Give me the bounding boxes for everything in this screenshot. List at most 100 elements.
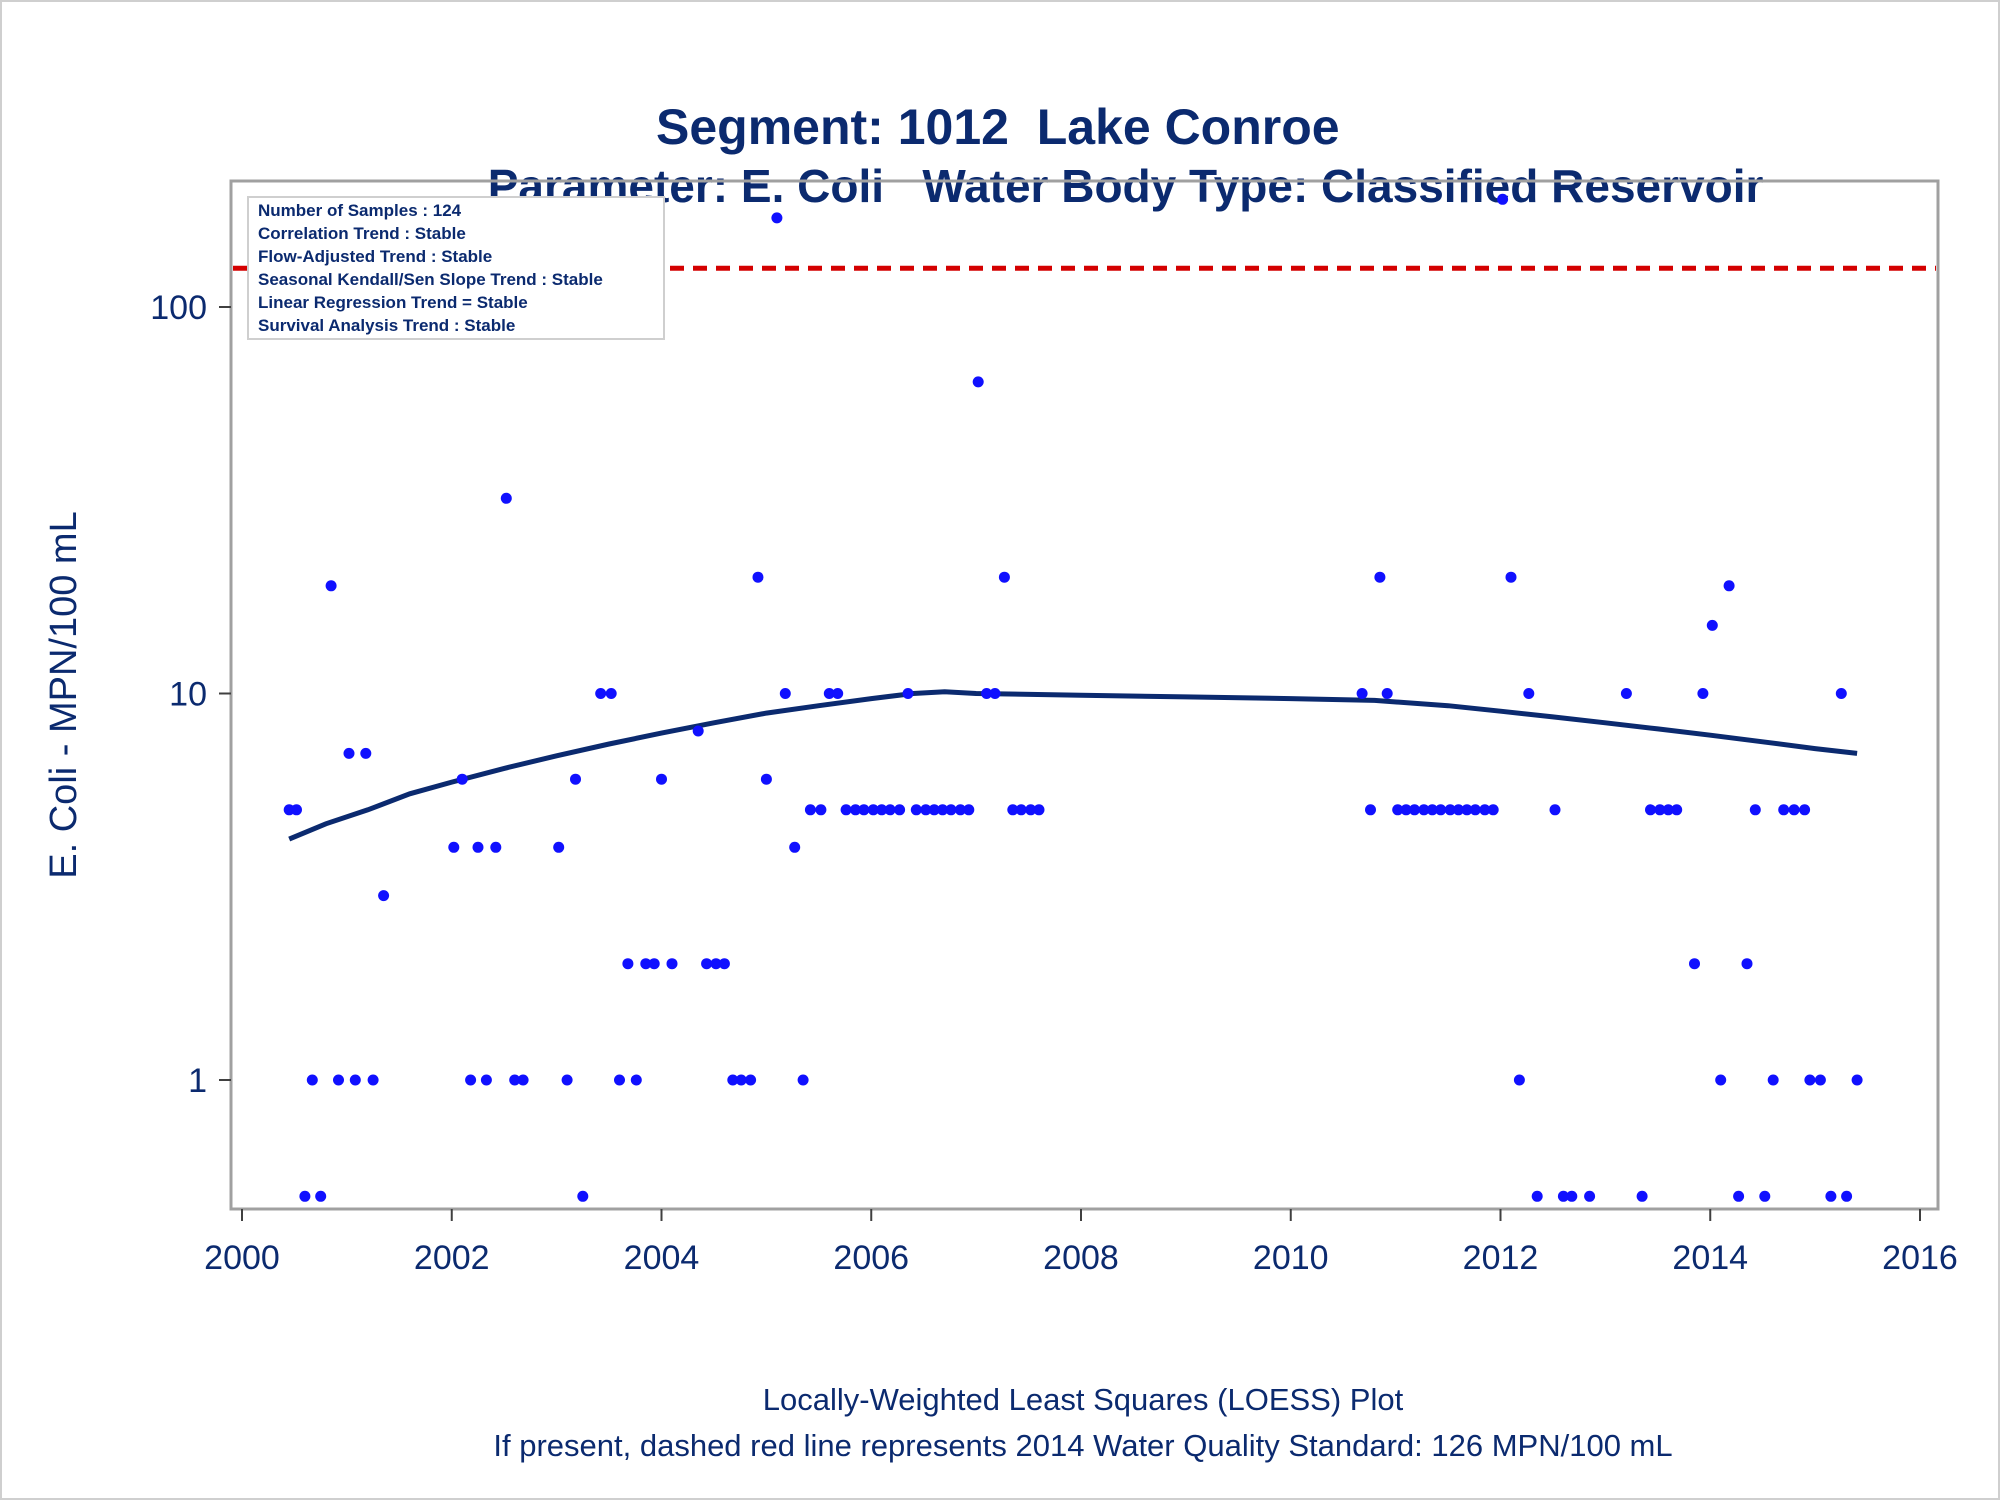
data-point	[1788, 804, 1800, 816]
data-point	[718, 958, 730, 970]
data-point	[972, 376, 984, 388]
x-tick-label: 2006	[833, 1239, 909, 1277]
data-point	[1461, 804, 1473, 816]
data-point	[779, 688, 791, 699]
data-point	[1671, 804, 1683, 816]
data-point	[472, 841, 484, 853]
info-line-survival-analysis: Survival Analysis Trend : Stable	[258, 316, 515, 335]
data-point	[1487, 804, 1499, 816]
data-point	[1799, 804, 1811, 816]
data-point	[343, 747, 355, 759]
data-point	[367, 1074, 379, 1086]
data-point	[1767, 1074, 1779, 1086]
data-point	[553, 841, 565, 853]
loess-curve	[288, 689, 1858, 842]
data-point	[752, 571, 764, 583]
data-point	[1697, 688, 1709, 699]
y-tick-label: 100	[150, 289, 207, 327]
data-point	[1418, 804, 1430, 816]
y-axis: 1 10 100	[150, 289, 231, 1100]
data-point	[1778, 804, 1790, 816]
data-point	[448, 841, 460, 853]
x-tick-label: 2000	[204, 1239, 280, 1277]
data-point	[1835, 688, 1847, 699]
data-point	[701, 958, 713, 970]
x-tick-label: 2004	[624, 1239, 700, 1277]
data-point	[1469, 804, 1481, 816]
y-tick-label: 10	[169, 676, 207, 714]
info-box: Number of Samples : 124 Correlation Tren…	[247, 196, 665, 340]
info-line-correlation: Correlation Trend : Stable	[258, 224, 466, 243]
data-point	[291, 804, 302, 816]
info-line-samples: Number of Samples : 124	[258, 201, 462, 220]
data-point	[315, 1190, 327, 1202]
data-point	[1453, 804, 1464, 816]
data-point	[1706, 619, 1718, 631]
data-point	[963, 804, 975, 816]
data-point	[1505, 571, 1517, 583]
data-point	[815, 804, 827, 816]
y-tick-label: 1	[188, 1062, 207, 1100]
data-point	[1549, 804, 1561, 816]
data-point	[1531, 1190, 1543, 1202]
data-point	[1804, 1074, 1816, 1086]
data-point	[1557, 1190, 1569, 1202]
data-point	[1723, 580, 1735, 592]
data-point	[1365, 804, 1376, 816]
x-tick-label: 2016	[1882, 1239, 1958, 1277]
data-point	[666, 958, 678, 970]
x-tick-label: 2010	[1253, 1239, 1329, 1277]
data-point	[1007, 804, 1019, 816]
x-tick-label: 2014	[1672, 1239, 1748, 1277]
data-point	[710, 958, 722, 970]
data-point	[1741, 958, 1753, 970]
data-point	[1689, 958, 1700, 970]
data-point	[614, 1074, 625, 1086]
data-point	[1392, 804, 1404, 816]
data-point	[622, 958, 634, 970]
data-point	[1841, 1190, 1853, 1202]
data-point	[876, 804, 888, 816]
data-point	[902, 688, 914, 699]
data-point	[858, 804, 870, 816]
data-point	[656, 773, 667, 785]
data-point	[349, 1074, 361, 1086]
x-tick-label: 2012	[1463, 1239, 1539, 1277]
data-point	[480, 1074, 492, 1086]
data-point	[954, 804, 966, 816]
footnote-standard: If present, dashed red line represents 2…	[493, 1428, 1673, 1463]
info-line-flow-adjusted: Flow-Adjusted Trend : Stable	[258, 247, 492, 266]
data-point	[894, 804, 906, 816]
data-point	[306, 1074, 318, 1086]
data-point	[333, 1074, 344, 1086]
info-line-linear-regression: Linear Regression Trend = Stable	[258, 293, 528, 312]
data-point	[1426, 804, 1438, 816]
y-axis-label: E. Coli - MPN/100 mL	[43, 511, 85, 878]
data-point	[745, 1074, 757, 1086]
data-point	[1015, 804, 1027, 816]
data-point	[928, 804, 940, 816]
data-point	[1851, 1074, 1863, 1086]
data-point	[325, 580, 337, 592]
data-point	[1033, 804, 1045, 816]
data-point	[490, 841, 502, 853]
data-point	[299, 1190, 311, 1202]
data-point	[1654, 804, 1666, 816]
info-line-seasonal-kendall: Seasonal Kendall/Sen Slope Trend : Stabl…	[258, 270, 603, 289]
data-point	[771, 212, 783, 224]
data-point	[605, 688, 617, 699]
data-point	[850, 804, 861, 816]
data-point	[1374, 571, 1386, 583]
data-point	[867, 804, 879, 816]
data-point	[840, 804, 852, 816]
data-point	[937, 804, 949, 816]
data-point	[1523, 688, 1535, 699]
data-point	[465, 1074, 477, 1086]
data-point	[509, 1074, 521, 1086]
data-point	[920, 804, 932, 816]
data-point	[1513, 1074, 1525, 1086]
data-point	[823, 688, 835, 699]
data-point	[1814, 1074, 1826, 1086]
data-point	[456, 773, 468, 785]
data-point	[1356, 688, 1368, 699]
